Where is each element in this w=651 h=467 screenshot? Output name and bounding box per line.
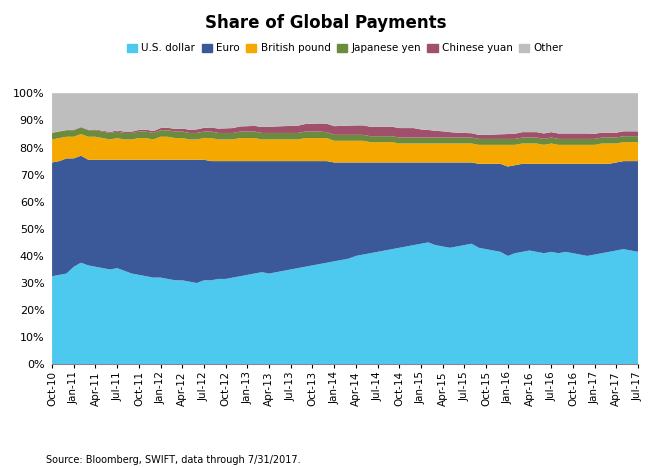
Text: Source: Bloomberg, SWIFT, data through 7/31/2017.: Source: Bloomberg, SWIFT, data through 7… xyxy=(46,455,300,465)
Text: Share of Global Payments: Share of Global Payments xyxy=(205,14,446,32)
Legend: U.S. dollar, Euro, British pound, Japanese yen, Chinese yuan, Other: U.S. dollar, Euro, British pound, Japane… xyxy=(122,39,568,57)
